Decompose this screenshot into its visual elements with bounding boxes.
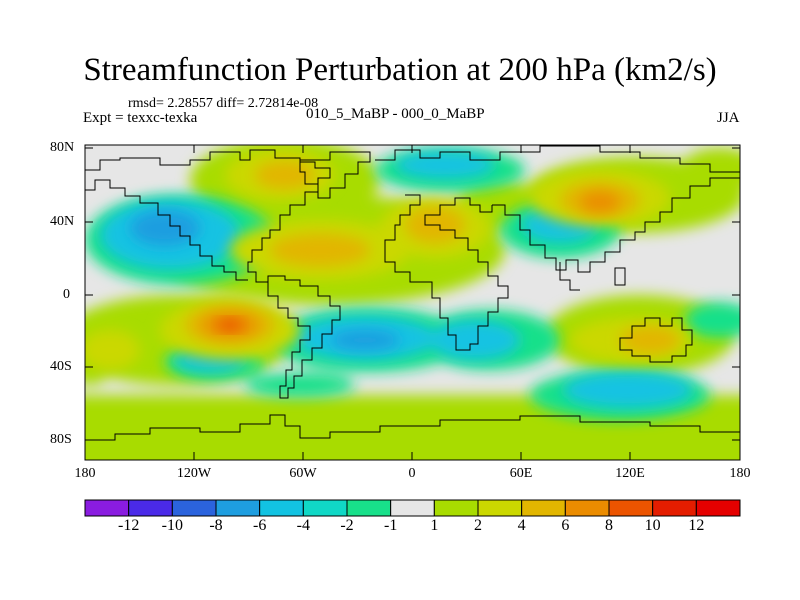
colorbar-swatch	[259, 499, 304, 517]
colorbar-label: -2	[340, 517, 354, 534]
lat-label-40n: 40N	[50, 214, 75, 229]
colorbar-swatch	[171, 499, 217, 517]
lon-label-180-left: 180	[74, 466, 96, 481]
lat-label-80s: 80S	[50, 432, 72, 447]
colorbar-label: -10	[161, 517, 183, 534]
colorbar-swatch	[84, 499, 130, 517]
colorbar-label: 1	[430, 517, 439, 534]
colorbar-swatch	[608, 499, 654, 517]
colorbar-label: 2	[474, 517, 482, 534]
red-regions	[218, 319, 242, 331]
stats-label: rmsd= 2.28557 diff= 2.72814e-08	[128, 96, 319, 111]
colorbar-label: -8	[209, 517, 223, 534]
colorbar-label: 12	[688, 517, 705, 534]
experiment-label: Expt = texxc-texka	[83, 110, 198, 126]
lat-label-40s: 40S	[50, 359, 72, 374]
colorbar-label: 6	[561, 517, 570, 534]
colorbar-label: 10	[644, 517, 661, 534]
coastlines	[85, 145, 740, 441]
colorbar-swatch	[695, 499, 741, 517]
colorbar-label: -6	[252, 517, 267, 534]
colorbar-swatch	[477, 499, 523, 517]
colorbar-swatch	[346, 499, 392, 517]
colorbar-swatch	[433, 499, 479, 517]
blue-regions	[130, 210, 400, 350]
colorbar-swatch	[564, 499, 610, 517]
colorbar-swatch	[521, 499, 566, 517]
colorbar-swatch	[302, 499, 348, 517]
colorbar	[84, 499, 741, 517]
colorbar-label: 4	[517, 517, 526, 534]
lon-label-120w: 120W	[176, 466, 212, 481]
lat-label-80n: 80N	[50, 140, 75, 155]
colorbar-label: -1	[383, 517, 398, 534]
colorbar-label: 8	[605, 517, 613, 534]
colorbar-swatch	[390, 499, 435, 517]
colorbar-swatch	[128, 499, 173, 517]
colorbar-swatch	[652, 499, 697, 517]
difference-label: 010_5_MaBP - 000_0_MaBP	[306, 106, 485, 122]
colorbar-swatch	[215, 499, 261, 517]
lat-label-0: 0	[63, 287, 70, 302]
map-title: Streamfunction Perturbation at 200 hPa (…	[83, 52, 717, 88]
season-label: JJA	[717, 110, 740, 126]
lon-label-0: 0	[408, 466, 416, 481]
lon-label-60e: 60E	[509, 466, 533, 481]
colorbar-label: -12	[117, 517, 140, 534]
axis-ticks	[85, 145, 740, 460]
map-field	[85, 145, 740, 460]
lon-label-180-right: 180	[729, 466, 751, 481]
lon-label-120e: 120E	[615, 466, 645, 481]
lon-label-60w: 60W	[289, 466, 317, 481]
colorbar-label: -4	[296, 517, 310, 534]
